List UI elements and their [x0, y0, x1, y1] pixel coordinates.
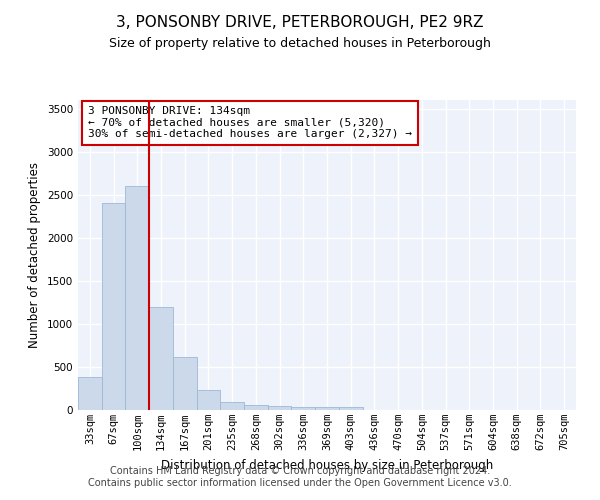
Bar: [315, 408, 339, 410]
Text: 3 PONSONBY DRIVE: 134sqm
← 70% of detached houses are smaller (5,320)
30% of sem: 3 PONSONBY DRIVE: 134sqm ← 70% of detach…: [88, 106, 412, 140]
Text: Contains HM Land Registry data © Crown copyright and database right 2024.
Contai: Contains HM Land Registry data © Crown c…: [88, 466, 512, 487]
Bar: [102, 204, 125, 410]
Text: Size of property relative to detached houses in Peterborough: Size of property relative to detached ho…: [109, 38, 491, 51]
Bar: [197, 390, 220, 410]
Bar: [339, 408, 362, 410]
Bar: [125, 186, 149, 410]
Y-axis label: Number of detached properties: Number of detached properties: [28, 162, 41, 348]
Bar: [292, 407, 315, 410]
Bar: [244, 405, 268, 410]
Bar: [78, 378, 102, 410]
Bar: [268, 406, 292, 410]
Text: 3, PONSONBY DRIVE, PETERBOROUGH, PE2 9RZ: 3, PONSONBY DRIVE, PETERBOROUGH, PE2 9RZ: [116, 15, 484, 30]
Bar: [173, 356, 197, 410]
Bar: [149, 306, 173, 410]
X-axis label: Distribution of detached houses by size in Peterborough: Distribution of detached houses by size …: [161, 458, 493, 471]
Bar: [220, 402, 244, 410]
